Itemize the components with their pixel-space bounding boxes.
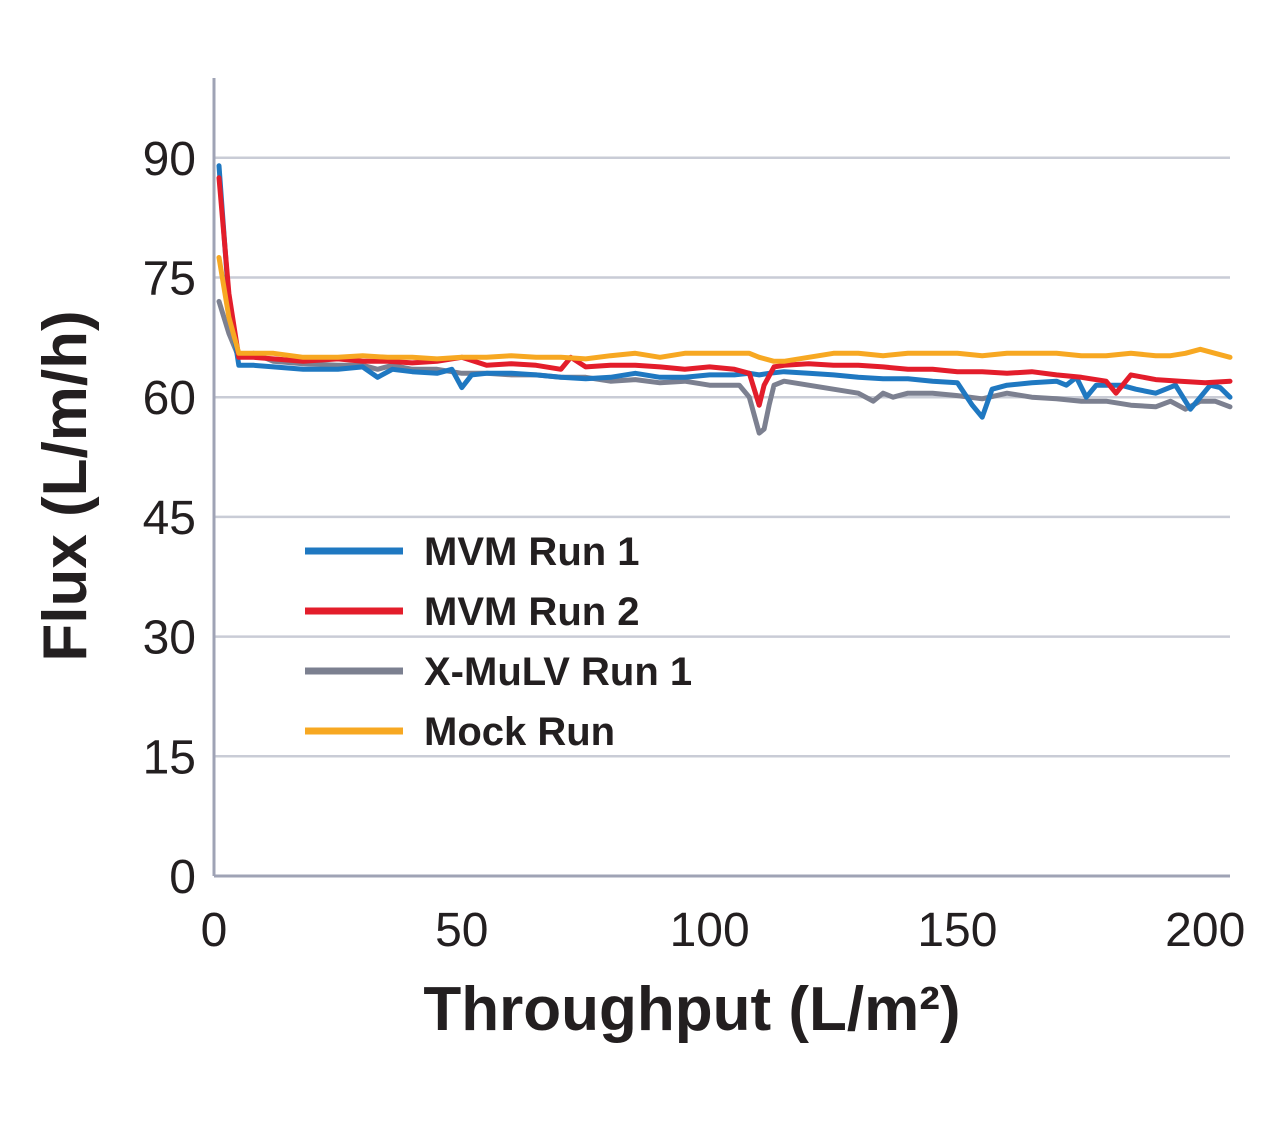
y-tick-label-90: 90 <box>143 133 196 186</box>
x-tick-label-0: 0 <box>201 904 228 957</box>
y-tick-label-75: 75 <box>143 253 196 306</box>
y-tick-label-30: 30 <box>143 612 196 665</box>
legend-label-x-mulv-run-1: X-MuLV Run 1 <box>424 650 692 694</box>
y-tick-label-15: 15 <box>143 731 196 784</box>
x-tick-label-200: 200 <box>1165 904 1245 957</box>
legend: MVM Run 1 MVM Run 2 X-MuLV Run 1 Mock Run <box>305 530 692 754</box>
x-axis-title: Throughput (L/m²) <box>423 975 960 1044</box>
x-tick-label-150: 150 <box>917 904 997 957</box>
legend-label-mvm-run-1: MVM Run 1 <box>424 530 640 574</box>
y-tick-label-0: 0 <box>169 851 196 904</box>
legend-label-mvm-run-2: MVM Run 2 <box>424 590 640 634</box>
series-line-mvm-run-2 <box>216 175 1233 408</box>
x-tick-labels: 0 50 100 150 200 <box>201 904 1246 957</box>
series-line-x-mulv-run-1 <box>216 298 1233 436</box>
legend-label-mock-run: Mock Run <box>424 710 615 754</box>
gridlines <box>214 156 1230 758</box>
series-line-mock-run <box>216 255 1233 364</box>
y-tick-labels: 0 15 30 45 60 75 90 <box>143 133 196 904</box>
y-tick-label-60: 60 <box>143 372 196 425</box>
x-tick-label-50: 50 <box>435 904 488 957</box>
y-tick-label-45: 45 <box>143 492 196 545</box>
series-lines <box>216 163 1233 436</box>
axes <box>212 78 1230 878</box>
x-tick-label-100: 100 <box>670 904 750 957</box>
y-axis-title: Flux (L/m/h) <box>31 310 100 661</box>
